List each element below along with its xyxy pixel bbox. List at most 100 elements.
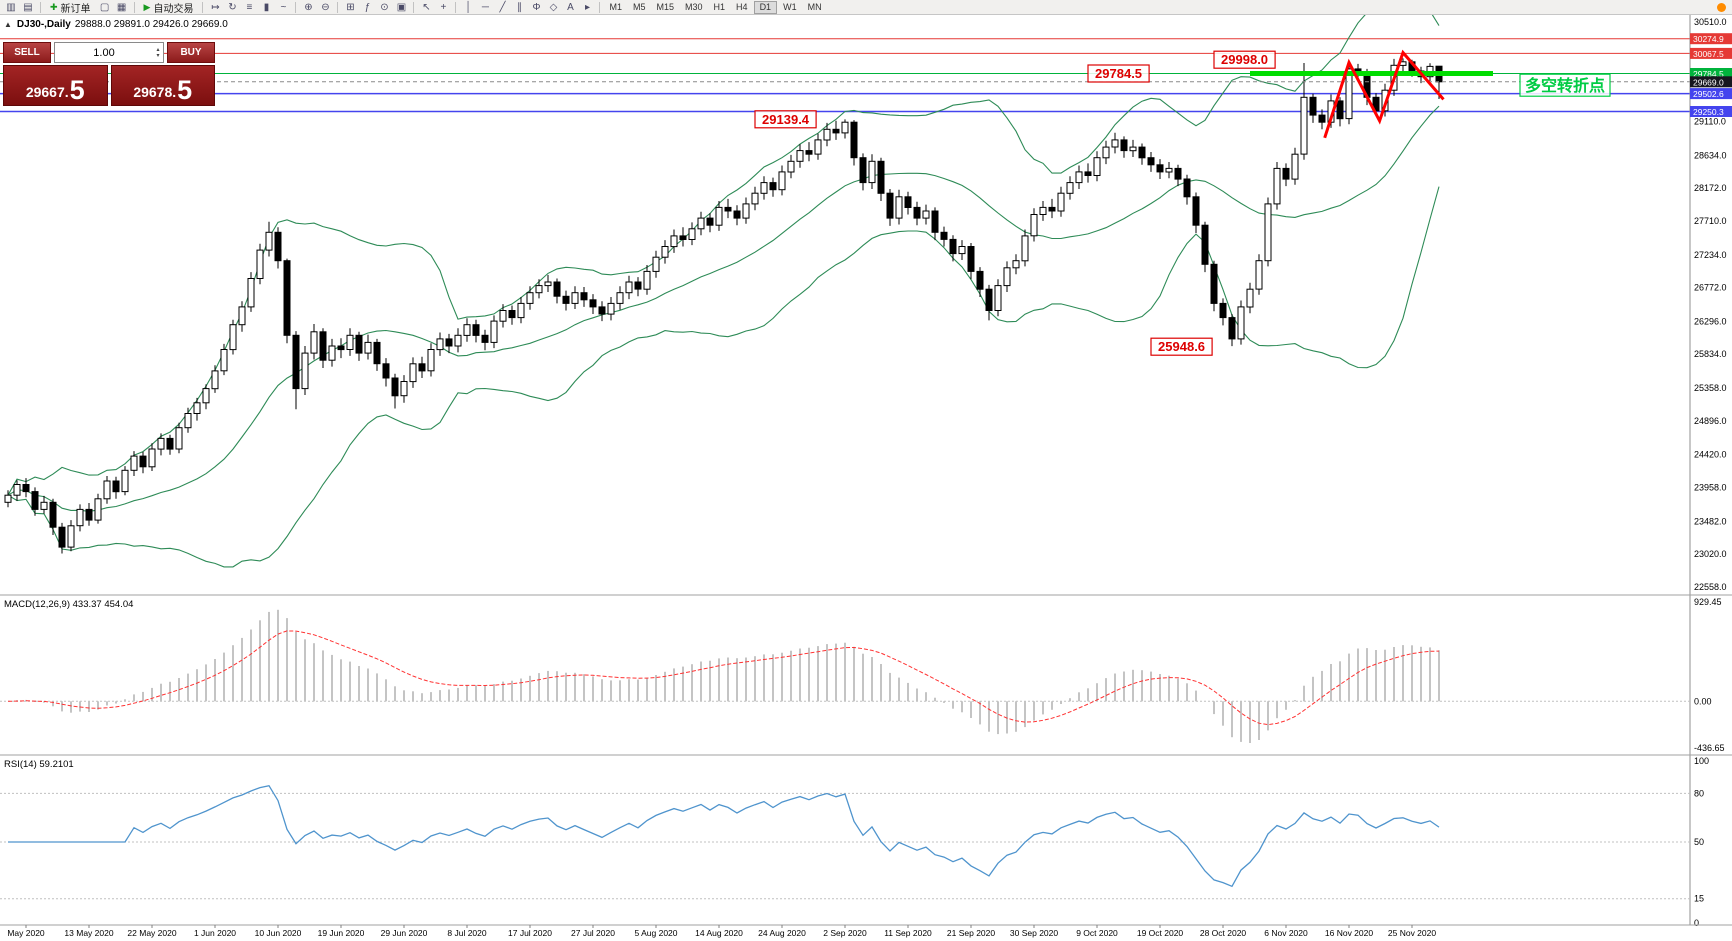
buy-price[interactable]: 29678. 5 xyxy=(110,65,215,106)
candle xyxy=(553,281,561,297)
crosshair-icon[interactable]: + xyxy=(440,1,447,13)
candle xyxy=(517,302,525,319)
candle xyxy=(499,310,507,322)
candle xyxy=(193,402,201,414)
candle xyxy=(1129,146,1137,152)
candle xyxy=(616,292,624,304)
red-zigzag-drawing[interactable] xyxy=(1323,49,1445,139)
timeframe-h1[interactable]: H1 xyxy=(713,1,726,12)
price-axis[interactable]: 30510.0 29110.0 28634.0 28172.0 27710.0 27234… xyxy=(1689,15,1732,925)
chart-shift-icon[interactable]: ↦ xyxy=(211,1,220,13)
candle xyxy=(1228,317,1236,340)
toolbar-separator xyxy=(599,1,601,13)
candle xyxy=(328,345,336,361)
date-label: 30 Sep 2020 xyxy=(1010,928,1058,938)
new-order-button[interactable]: ✚ 新订单 xyxy=(45,1,96,15)
templates-icon[interactable]: ▣ xyxy=(396,1,407,13)
notification-icon[interactable] xyxy=(1717,2,1726,12)
periods-icon[interactable]: ⊙ xyxy=(380,1,389,13)
candle xyxy=(157,437,165,450)
candle xyxy=(454,334,462,347)
candle xyxy=(706,217,714,226)
timeframe-h4[interactable]: H4 xyxy=(736,1,748,12)
price-annotation-box[interactable] xyxy=(1213,50,1276,69)
date-label: 10 Jun 2020 xyxy=(255,928,302,938)
new-chart-icon[interactable]: ▥ xyxy=(6,1,16,13)
chart-window-icon[interactable]: ▢ xyxy=(99,1,110,13)
zoom-out-icon[interactable]: ⊖ xyxy=(321,1,330,13)
profiles-icon[interactable]: ▤ xyxy=(23,1,33,13)
price-axis-label: 26772.0 xyxy=(1694,283,1727,293)
rsi-axis-label: 50 xyxy=(1694,837,1704,847)
line-chart-icon[interactable]: ~ xyxy=(280,1,287,13)
date-label: 25 Nov 2020 xyxy=(1388,928,1436,938)
timeframe-m15[interactable]: M15 xyxy=(656,1,675,12)
candlestick-chart-icon[interactable]: ▮ xyxy=(263,1,270,13)
price-annotation-box[interactable] xyxy=(754,110,817,129)
candle xyxy=(544,281,552,287)
candle xyxy=(787,160,795,173)
candle xyxy=(391,377,399,397)
horizontal-line-icon[interactable]: ─ xyxy=(481,1,490,13)
candle xyxy=(589,299,597,308)
candle xyxy=(472,324,480,336)
buy-button[interactable]: BUY xyxy=(167,42,215,63)
text-label-icon[interactable]: A xyxy=(567,1,574,13)
sell-button[interactable]: SELL xyxy=(3,42,51,63)
lot-increase-icon[interactable]: ▴ xyxy=(156,46,160,53)
price-badge-text: 29784.5 xyxy=(1693,69,1724,79)
indicators-icon[interactable]: ƒ xyxy=(364,1,371,13)
candle xyxy=(688,228,696,241)
date-label: 13 May 2020 xyxy=(64,928,113,938)
auto-scroll-icon[interactable]: ↻ xyxy=(228,1,237,13)
tile-windows-icon[interactable]: ⊞ xyxy=(346,1,355,13)
rsi-axis-label: 15 xyxy=(1694,894,1704,904)
timeframe-m5[interactable]: M5 xyxy=(632,1,646,12)
timeframe-m1[interactable]: M1 xyxy=(609,1,622,12)
lot-decrease-icon[interactable]: ▾ xyxy=(156,52,160,59)
arrows-icon[interactable]: ▸ xyxy=(584,1,590,13)
candle xyxy=(1282,167,1290,180)
candles-layer xyxy=(4,58,1443,554)
candle xyxy=(1102,146,1110,159)
zoom-in-icon[interactable]: ⊕ xyxy=(304,1,313,13)
candle xyxy=(337,345,345,351)
macd-axis-label: 929.45 xyxy=(1694,597,1722,607)
candle xyxy=(256,249,264,280)
timeframe-w1[interactable]: W1 xyxy=(783,1,797,12)
price-badge xyxy=(1690,33,1732,45)
timeframe-mn[interactable]: MN xyxy=(807,1,822,12)
market-watch-icon[interactable]: ▦ xyxy=(116,1,127,13)
vertical-line-icon[interactable]: │ xyxy=(465,1,472,13)
channel-icon[interactable]: ∥ xyxy=(516,1,522,13)
buy-price-main: 29678. xyxy=(133,84,177,100)
candle xyxy=(1111,139,1119,148)
shapes-icon[interactable]: ◇ xyxy=(549,1,558,13)
autotrading-button[interactable]: ▶ 自动交易 xyxy=(139,1,199,15)
price-annotation-box[interactable] xyxy=(1087,64,1150,83)
timeframe-d1[interactable]: D1 xyxy=(753,0,778,14)
price-annotation-box[interactable] xyxy=(1150,337,1213,356)
macd-label: MACD(12,26,9) 433.37 454.04 xyxy=(4,599,133,610)
date-label: 21 Sep 2020 xyxy=(947,928,995,938)
fibonacci-icon[interactable]: Φ xyxy=(532,1,541,13)
time-axis[interactable]: May 2020 13 May 2020 22 May 2020 1 Jun 2020… xyxy=(0,924,1732,938)
timeframe-m30[interactable]: M30 xyxy=(685,1,703,12)
candle xyxy=(67,525,75,548)
trendline-icon[interactable]: ╱ xyxy=(499,1,506,13)
price-annotation-text: 29784.5 xyxy=(1095,66,1142,81)
candle xyxy=(1138,146,1146,159)
cursor-icon[interactable]: ↖ xyxy=(422,1,431,13)
price-annotation-box[interactable] xyxy=(1519,73,1611,97)
candle xyxy=(1174,167,1182,180)
bar-chart-icon[interactable]: ≡ xyxy=(246,1,253,13)
lot-size-field[interactable]: 1.00 ▴ ▾ xyxy=(54,42,164,63)
candle xyxy=(1210,263,1218,304)
chart-canvas[interactable]: 29139.4 29784.5 29998.0 25948.6 多空转折点 30510.0… xyxy=(0,15,1732,941)
candle xyxy=(238,306,246,326)
candle xyxy=(310,331,318,354)
candle xyxy=(949,238,957,255)
chart-symbol-period: DJ30-,Daily xyxy=(16,19,71,30)
one-click-collapse-icon[interactable]: ▲ xyxy=(4,20,12,29)
sell-price[interactable]: 29667. 5 xyxy=(3,65,108,106)
